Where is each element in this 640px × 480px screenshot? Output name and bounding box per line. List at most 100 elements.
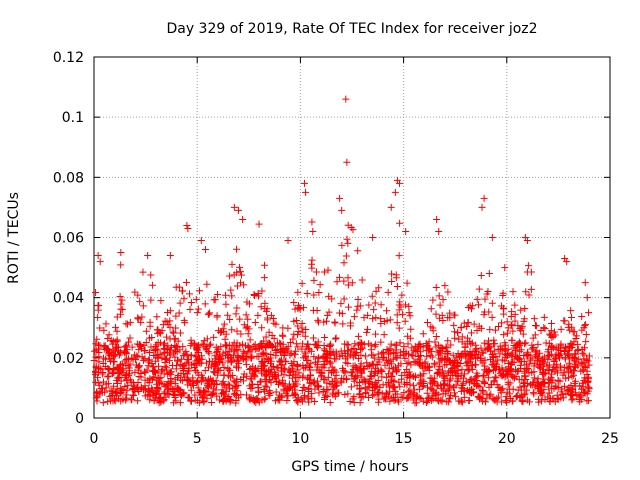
data-point [570,328,578,336]
data-point [386,346,394,354]
data-point [445,398,453,406]
data-point [403,381,411,389]
data-point [205,364,213,372]
data-point [433,215,441,223]
data-point [392,367,400,375]
data-point [95,381,103,389]
data-point [468,305,476,313]
data-point [340,277,348,285]
data-point [418,376,426,384]
data-point [473,353,481,361]
data-point [230,339,238,347]
data-point [284,347,292,355]
data-point [112,392,120,400]
data-point [240,321,248,329]
data-point [450,321,458,329]
data-point [247,385,255,393]
data-point [368,292,376,300]
data-point [331,318,339,326]
data-point [357,360,365,368]
data-point [545,389,553,397]
data-point [395,306,403,314]
data-point [582,321,590,329]
data-point [344,341,352,349]
data-point [360,340,368,348]
data-point [122,391,130,399]
data-point [249,380,257,388]
y-tick-label: 0.08 [53,170,84,186]
data-point [473,326,481,334]
y-tick-label: 0.06 [53,231,84,247]
data-point [215,354,223,362]
data-point [129,355,137,363]
data-point [92,362,100,370]
data-point [315,389,323,397]
data-point [568,323,576,331]
data-point [425,338,433,346]
data-point [96,388,104,396]
data-point [92,394,100,402]
data-point [194,305,202,313]
data-point [506,395,514,403]
data-point [431,390,439,398]
data-point [490,377,498,385]
data-point [393,319,401,327]
data-point [125,370,133,378]
data-point [584,397,592,405]
data-point [153,380,161,388]
data-point [547,327,555,335]
data-point [398,371,406,379]
data-point [409,352,417,360]
data-point [491,326,499,334]
data-point [414,352,422,360]
data-point [232,310,240,318]
data-point [454,359,462,367]
data-point [485,383,493,391]
data-point [298,324,306,332]
data-point [545,361,553,369]
data-point [148,359,156,367]
data-point [458,338,466,346]
data-point [231,382,239,390]
data-point [105,365,113,373]
data-point [129,391,137,399]
data-point [149,367,157,375]
data-point [380,354,388,362]
data-point [179,287,187,295]
data-point [392,271,400,279]
data-point [236,268,244,276]
data-point [515,355,523,363]
data-point [200,340,208,348]
data-point [174,357,182,365]
data-point [92,378,100,386]
data-point [145,388,153,396]
data-point [323,379,331,387]
data-point [540,386,548,394]
data-point [102,384,110,392]
data-point [359,393,367,401]
data-point [557,325,565,333]
data-point [208,390,216,398]
data-point [583,294,591,302]
data-point [388,277,396,285]
data-point [579,349,587,357]
data-point [170,329,178,337]
data-point [402,301,410,309]
data-point [298,397,306,405]
data-point [139,268,147,276]
data-point [279,332,287,340]
data-point [465,337,473,345]
data-point [537,326,545,334]
data-point [509,385,517,393]
data-point [321,391,329,399]
data-point [187,352,195,360]
data-point [290,371,298,379]
data-point [375,389,383,397]
data-point [291,386,299,394]
data-point [302,188,310,196]
data-point [220,371,228,379]
data-point [336,273,344,281]
data-point [477,272,485,280]
data-point [177,355,185,363]
data-point [244,315,252,323]
